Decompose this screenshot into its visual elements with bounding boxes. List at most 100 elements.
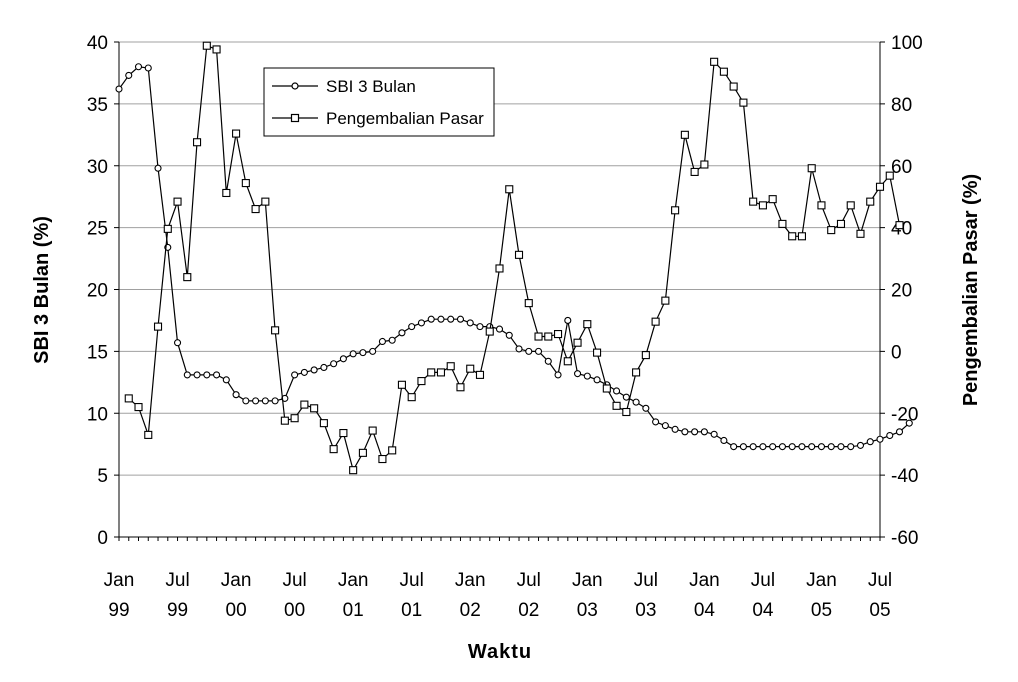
y-left-tick-label: 25 [87, 219, 108, 240]
data-point [359, 349, 367, 357]
data-point [447, 315, 455, 323]
data-point [407, 393, 416, 402]
data-point [417, 319, 425, 327]
data-point [163, 224, 172, 233]
data-point [759, 443, 767, 451]
data-point [544, 357, 552, 365]
x-tick-label-year: 04 [752, 600, 774, 621]
x-tick-label-year: 99 [108, 600, 129, 621]
data-point [720, 436, 728, 445]
data-point [271, 397, 279, 405]
data-point [154, 164, 162, 172]
data-point [690, 167, 699, 176]
x-tick-label-year: 99 [167, 600, 188, 621]
data-point [466, 364, 475, 373]
y-right-tick-label: -40 [891, 466, 918, 487]
data-point [583, 320, 592, 329]
y-left-tick-label: 20 [87, 281, 108, 302]
y-left-tick-label: 30 [87, 157, 108, 178]
data-point [544, 332, 553, 341]
data-point [641, 351, 650, 360]
data-point [564, 316, 572, 324]
data-point [719, 67, 728, 76]
data-point [222, 188, 231, 198]
series-line [118, 66, 910, 448]
x-tick-label-month: Jul [868, 570, 892, 591]
data-point [613, 387, 621, 395]
data-point [895, 221, 904, 230]
data-point [798, 443, 806, 451]
x-tick-label-year: 04 [694, 600, 716, 621]
data-point [524, 299, 533, 308]
data-point [125, 71, 133, 79]
data-point [495, 325, 504, 333]
legend-box [263, 67, 495, 137]
data-point [300, 400, 309, 409]
data-point [769, 443, 777, 451]
data-point [271, 326, 280, 335]
data-point [193, 138, 202, 147]
y-left-tick-label: 5 [97, 466, 108, 487]
x-tick-label-month: Jan [689, 570, 720, 591]
y-right-tick-label: 60 [891, 157, 912, 178]
data-point [232, 129, 241, 138]
series-line [128, 44, 901, 472]
data-point [485, 327, 494, 336]
data-point [515, 345, 523, 353]
data-point [612, 401, 621, 410]
data-point [866, 197, 875, 206]
y-right-tick-label: 100 [891, 33, 923, 54]
data-point [222, 376, 230, 384]
data-point [212, 45, 221, 54]
data-point [836, 219, 846, 228]
data-point [700, 428, 708, 436]
data-point [846, 201, 855, 210]
data-point [397, 380, 406, 389]
data-point [622, 407, 631, 417]
data-point [856, 229, 865, 238]
data-point [739, 443, 747, 451]
data-point [398, 329, 406, 337]
y-right-tick-label: -60 [891, 528, 918, 549]
data-point [534, 332, 543, 341]
legend: SBI 3 Bulan Pengembalian Pasar [263, 67, 495, 137]
data-point [446, 362, 455, 371]
data-point [817, 443, 826, 451]
data-point [905, 419, 913, 427]
data-point [173, 339, 182, 347]
data-point [514, 250, 524, 259]
y-right-tick-label: -20 [891, 404, 918, 425]
data-point [525, 347, 533, 355]
data-point [573, 338, 582, 347]
series-pengembalian-pasar [124, 41, 904, 475]
x-tick-label-year: 01 [343, 600, 364, 621]
data-point [554, 371, 562, 379]
legend-marker-pasar [290, 113, 300, 123]
data-point [827, 443, 835, 451]
data-point [134, 63, 143, 71]
data-point [173, 197, 182, 206]
x-tick-label-year: 03 [577, 600, 598, 621]
data-point [369, 347, 377, 355]
data-point [378, 337, 386, 346]
y-left-tick-label: 10 [87, 404, 108, 425]
data-point [875, 182, 885, 191]
data-point [885, 171, 894, 180]
x-tick-label-month: Jan [221, 570, 252, 591]
y-left-tick-label: 15 [87, 342, 108, 363]
data-point [232, 391, 240, 399]
data-point [642, 404, 650, 412]
x-tick-label-month: Jul [400, 570, 424, 591]
y-axis-left-title: SBI 3 Bulan (%) [31, 216, 53, 364]
data-point [797, 232, 806, 241]
data-point [153, 322, 163, 331]
data-point [758, 201, 767, 210]
data-point [602, 384, 611, 393]
data-point [252, 397, 260, 405]
x-tick-label-year: 02 [460, 600, 481, 621]
x-tick-label-year: 05 [869, 600, 890, 621]
data-point [417, 377, 426, 386]
legend-label-pasar: Pengembalian Pasar [326, 109, 484, 128]
data-point [661, 422, 669, 430]
data-point [827, 226, 836, 235]
